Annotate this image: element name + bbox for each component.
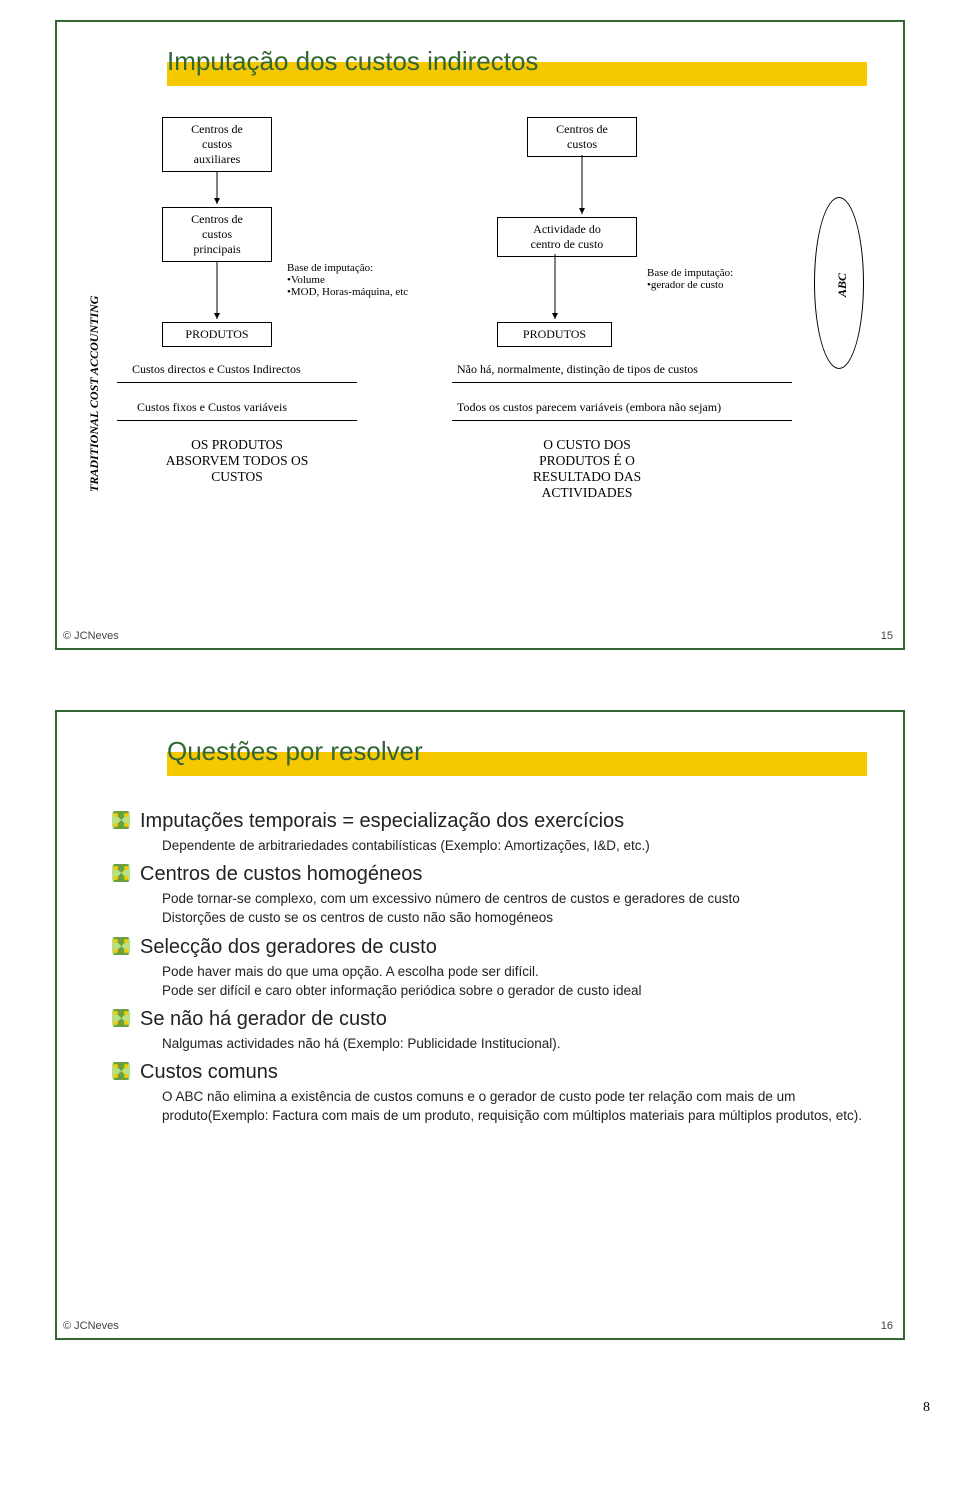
bullet-heading: Selecção dos geradores de custo xyxy=(112,934,863,961)
box-produtos-left: PRODUTOS xyxy=(162,322,272,347)
box-centros-cc: Centros de custos xyxy=(527,117,637,157)
base-imput-left: Base de imputação: •Volume •MOD, Horas-m… xyxy=(287,262,408,298)
slide2-content: Imputações temporais = especialização do… xyxy=(112,802,863,1126)
summary-right: O CUSTO DOS PRODUTOS É O RESULTADO DAS A… xyxy=(497,437,677,501)
label: PRODUTOS xyxy=(523,327,586,341)
line-left-1: Custos directos e Custos Indirectos xyxy=(132,362,301,377)
slide-2: Questões por resolver Imputações tempora… xyxy=(55,710,905,1340)
vertical-label-left: TRADITIONAL COST ACCOUNTING xyxy=(87,296,102,492)
page-number: 8 xyxy=(40,1400,930,1424)
bullet-sub: Nalgumas actividades não há (Exemplo: Pu… xyxy=(162,1035,863,1053)
bullet-heading: Imputações temporais = especialização do… xyxy=(112,808,863,835)
slide-number: 16 xyxy=(881,1320,893,1332)
bullet-sub: Pode tornar-se complexo, com um excessiv… xyxy=(162,890,863,908)
bullet-heading: Centros de custos homogéneos xyxy=(112,861,863,888)
hr xyxy=(117,420,357,421)
summary-left: OS PRODUTOS ABSORVEM TODOS OS CUSTOS xyxy=(137,437,337,485)
bullet-heading: Custos comuns xyxy=(112,1059,863,1086)
base-imput-right: Base de imputação: •gerador de custo xyxy=(647,267,733,291)
slide-title: Imputação dos custos indirectos xyxy=(167,46,538,77)
box-produtos-right: PRODUTOS xyxy=(497,322,612,347)
box-actividade: Actividade do centro de custo xyxy=(497,217,637,257)
t: •MOD, Horas-máquina, etc xyxy=(287,286,408,298)
box-centros-prin: Centros de custos principais xyxy=(162,207,272,262)
line-right-1: Não há, normalmente, distinção de tipos … xyxy=(457,362,698,377)
line-right-2: Todos os custos parecem variáveis (embor… xyxy=(457,400,721,415)
slide-number: 15 xyxy=(881,630,893,642)
bullet-sub: Pode haver mais do que uma opção. A esco… xyxy=(162,963,863,981)
copyright: © JCNeves xyxy=(63,630,119,642)
label: Actividade do centro de custo xyxy=(531,222,604,251)
hr xyxy=(452,382,792,383)
t: •gerador de custo xyxy=(647,279,724,291)
label: Centros de custos xyxy=(556,122,608,151)
line-left-2: Custos fixos e Custos variáveis xyxy=(137,400,287,415)
bullet-sub: Dependente de arbitrariedades contabilís… xyxy=(162,837,863,855)
t: •Volume xyxy=(287,274,325,286)
label: Centros de custos auxiliares xyxy=(191,122,243,166)
label: PRODUTOS xyxy=(185,327,248,341)
hr xyxy=(452,420,792,421)
t: Base de imputação: xyxy=(287,262,373,274)
hr xyxy=(117,382,357,383)
slide-1: Imputação dos custos indirectos TRADITIO… xyxy=(55,20,905,650)
box-centros-aux: Centros de custos auxiliares xyxy=(162,117,272,172)
slide-title: Questões por resolver xyxy=(167,736,423,767)
label: Centros de custos principais xyxy=(191,212,243,256)
bullet-sub: O ABC não elimina a existência de custos… xyxy=(162,1088,863,1124)
copyright: © JCNeves xyxy=(63,1320,119,1332)
bullet-sub: Distorções de custo se os centros de cus… xyxy=(162,909,863,927)
ellipse-abc xyxy=(814,197,864,369)
bullet-heading: Se não há gerador de custo xyxy=(112,1006,863,1033)
t: Base de imputação: xyxy=(647,267,733,279)
bullet-sub: Pode ser difícil e caro obter informação… xyxy=(162,982,863,1000)
